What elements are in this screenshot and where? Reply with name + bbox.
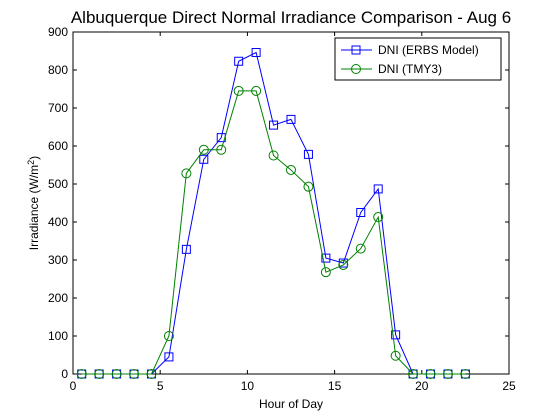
data-point-erbs — [269, 120, 279, 130]
data-point-tmy3 — [286, 164, 296, 175]
data-point-tmy3 — [460, 369, 471, 379]
data-point-erbs — [391, 330, 401, 340]
legend-box — [334, 37, 502, 81]
data-point-erbs — [286, 114, 296, 124]
data-point-erbs — [303, 149, 313, 159]
y-axis-title-close: ) — [27, 156, 41, 160]
data-point-tmy3 — [111, 369, 122, 379]
y-tick-label: 200 — [48, 291, 68, 305]
x-tick-label: 20 — [415, 379, 429, 393]
data-point-erbs — [251, 48, 261, 58]
y-tick-label: 800 — [48, 63, 68, 77]
data-point-tmy3 — [94, 369, 105, 379]
x-tick-label: 25 — [502, 379, 516, 393]
y-tick-label: 600 — [48, 139, 68, 153]
data-point-tmy3 — [408, 369, 419, 379]
chart-title: Albuquerque Direct Normal Irradiance Com… — [71, 8, 511, 27]
y-axis-title-sup: 2 — [26, 160, 36, 165]
data-point-tmy3 — [373, 212, 384, 223]
y-tick-label: 500 — [48, 177, 68, 191]
series-layer — [76, 48, 471, 379]
data-point-erbs — [356, 208, 366, 217]
data-point-tmy3 — [355, 243, 366, 254]
data-point-tmy3 — [390, 350, 401, 361]
data-point-tmy3 — [216, 144, 227, 155]
y-tick-label: 300 — [48, 253, 68, 267]
data-point-tmy3 — [76, 369, 87, 379]
data-point-tmy3 — [268, 150, 279, 161]
data-point-erbs — [199, 154, 209, 164]
legend-label-erbs: DNI (ERBS Model) — [378, 43, 479, 57]
data-point-erbs — [234, 56, 244, 66]
y-tick-label: 0 — [61, 367, 68, 381]
data-point-erbs — [181, 244, 191, 254]
y-tick-label: 400 — [48, 215, 68, 229]
data-point-tmy3 — [442, 369, 453, 379]
y-axis-title-main: Irradiance (W/m — [27, 165, 41, 250]
data-point-tmy3 — [251, 85, 262, 96]
data-point-erbs — [321, 253, 331, 263]
plot-area — [72, 31, 510, 375]
x-tick-label: 5 — [157, 379, 164, 393]
x-tick-label: 10 — [241, 379, 255, 393]
legend-label-tmy3: DNI (TMY3) — [378, 62, 442, 76]
legend-marker-tmy3 — [351, 64, 361, 74]
data-point-erbs — [164, 352, 174, 362]
data-point-erbs — [373, 184, 383, 194]
data-point-tmy3 — [163, 331, 174, 341]
x-tick-label: 0 — [70, 379, 77, 393]
data-point-tmy3 — [338, 259, 349, 270]
data-point-tmy3 — [425, 369, 436, 379]
y-tick-label: 700 — [48, 101, 68, 115]
y-tick-label: 100 — [48, 329, 68, 343]
data-point-tmy3 — [129, 369, 140, 379]
data-point-tmy3 — [233, 85, 244, 96]
series-line-tmy3 — [81, 90, 466, 375]
legend-marker-erbs — [351, 45, 361, 55]
data-point-tmy3 — [320, 267, 331, 278]
legend: DNI (ERBS Model) DNI (TMY3) — [334, 37, 502, 81]
axis-ticks: 0 5 10 15 20 25 0 100 200 300 400 500 600 700 800 900 — [48, 25, 516, 393]
data-point-tmy3 — [198, 144, 209, 155]
data-point-tmy3 — [303, 181, 314, 192]
x-tick-label: 15 — [328, 379, 342, 393]
x-axis-title: Hour of Day — [259, 397, 323, 411]
y-axis-title: Irradiance (W/m2) — [26, 156, 41, 250]
data-point-tmy3 — [146, 369, 157, 379]
y-tick-label: 900 — [48, 25, 68, 39]
data-point-tmy3 — [181, 168, 192, 179]
